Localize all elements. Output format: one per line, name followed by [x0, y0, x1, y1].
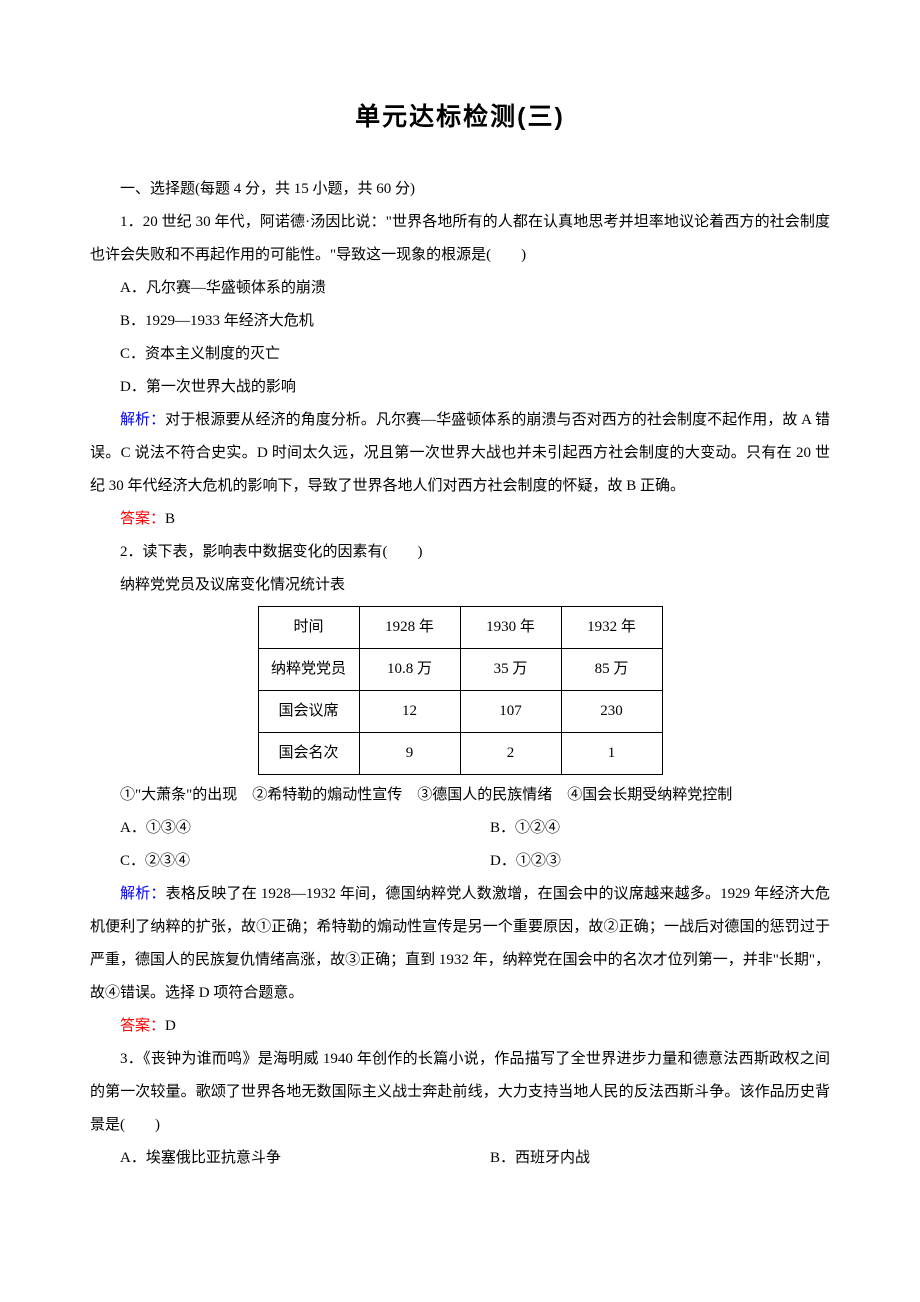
table-cell: 85 万	[561, 649, 662, 691]
q2-analysis-text: 表格反映了在 1928—1932 年间，德国纳粹党人数激增，在国会中的议席越来越…	[90, 886, 830, 1001]
table-cell: 2	[460, 733, 561, 775]
section-heading: 一、选择题(每题 4 分，共 15 小题，共 60 分)	[90, 173, 830, 206]
q1-option-a: A．凡尔赛—华盛顿体系的崩溃	[90, 272, 830, 305]
table-header: 1930 年	[460, 607, 561, 649]
q2-answer: 答案：D	[90, 1010, 830, 1043]
q2-stem: 2．读下表，影响表中数据变化的因素有( )	[90, 536, 830, 569]
page: 单元达标检测(三) 一、选择题(每题 4 分，共 15 小题，共 60 分) 1…	[0, 0, 920, 1235]
q2-option-d: D．①②③	[460, 845, 830, 878]
q1-answer-label: 答案：	[120, 511, 165, 527]
q1-answer: 答案：B	[90, 503, 830, 536]
table-cell: 35 万	[460, 649, 561, 691]
table-row: 时间 1928 年 1930 年 1932 年	[258, 607, 662, 649]
q1-option-c: C．资本主义制度的灭亡	[90, 338, 830, 371]
table-cell: 1	[561, 733, 662, 775]
table-row: 国会议席 12 107 230	[258, 691, 662, 733]
q2-option-a: A．①③④	[90, 812, 460, 845]
q2-answer-label: 答案：	[120, 1018, 165, 1034]
q3-option-a: A．埃塞俄比亚抗意斗争	[90, 1142, 460, 1175]
table-cell: 国会议席	[258, 691, 359, 733]
q1-option-d: D．第一次世界大战的影响	[90, 371, 830, 404]
table-row: 纳粹党党员 10.8 万 35 万 85 万	[258, 649, 662, 691]
table-cell: 9	[359, 733, 460, 775]
q1-answer-text: B	[165, 511, 175, 527]
q1-option-b: B．1929—1933 年经济大危机	[90, 305, 830, 338]
table-cell: 12	[359, 691, 460, 733]
table-row: 国会名次 9 2 1	[258, 733, 662, 775]
q1-analysis-label: 解析：	[120, 412, 165, 428]
page-title: 单元达标检测(三)	[90, 90, 830, 145]
q2-option-b: B．①②④	[460, 812, 830, 845]
table-header: 1928 年	[359, 607, 460, 649]
q2-option-c: C．②③④	[90, 845, 460, 878]
q3-stem: 3．《丧钟为谁而鸣》是海明威 1940 年创作的长篇小说，作品描写了全世界进步力…	[90, 1043, 830, 1142]
table-cell: 107	[460, 691, 561, 733]
q2-items: ①"大萧条"的出现 ②希特勒的煽动性宣传 ③德国人的民族情绪 ④国会长期受纳粹党…	[90, 779, 830, 812]
q2-options-row-1: A．①③④ B．①②④	[90, 812, 830, 845]
table-cell: 230	[561, 691, 662, 733]
q2-table-caption: 纳粹党党员及议席变化情况统计表	[90, 569, 830, 602]
q1-stem: 1．20 世纪 30 年代，阿诺德·汤因比说："世界各地所有的人都在认真地思考并…	[90, 206, 830, 272]
table-header: 时间	[258, 607, 359, 649]
table-cell: 10.8 万	[359, 649, 460, 691]
q2-answer-text: D	[165, 1018, 176, 1034]
q1-analysis: 解析：对于根源要从经济的角度分析。凡尔赛—华盛顿体系的崩溃与否对西方的社会制度不…	[90, 404, 830, 503]
q3-option-b: B．西班牙内战	[460, 1142, 830, 1175]
q2-analysis-label: 解析：	[120, 886, 166, 902]
q2-analysis: 解析：表格反映了在 1928—1932 年间，德国纳粹党人数激增，在国会中的议席…	[90, 878, 830, 1010]
table-cell: 纳粹党党员	[258, 649, 359, 691]
q2-table: 时间 1928 年 1930 年 1932 年 纳粹党党员 10.8 万 35 …	[258, 606, 663, 775]
q2-options-row-2: C．②③④ D．①②③	[90, 845, 830, 878]
table-cell: 国会名次	[258, 733, 359, 775]
q1-analysis-text: 对于根源要从经济的角度分析。凡尔赛—华盛顿体系的崩溃与否对西方的社会制度不起作用…	[90, 412, 830, 494]
q3-options-row-1: A．埃塞俄比亚抗意斗争 B．西班牙内战	[90, 1142, 830, 1175]
table-header: 1932 年	[561, 607, 662, 649]
